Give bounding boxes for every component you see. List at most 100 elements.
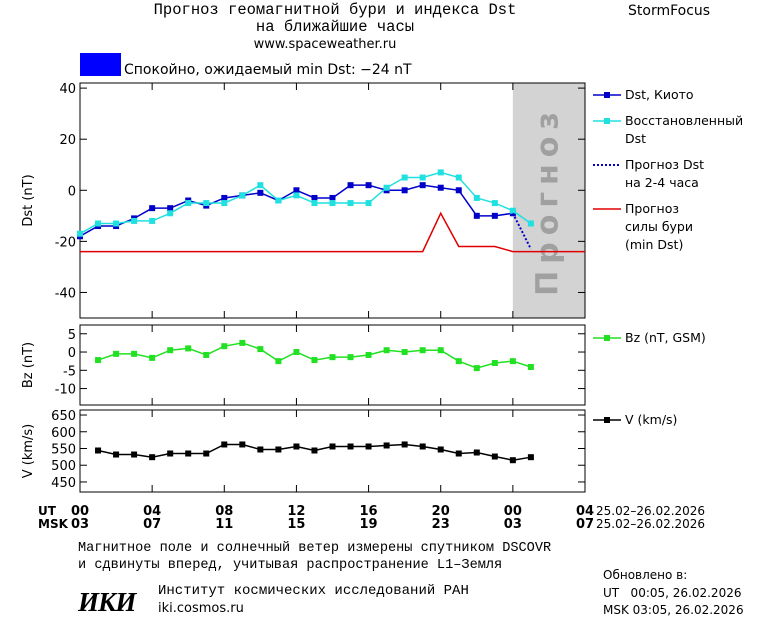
marker bbox=[491, 453, 498, 460]
marker bbox=[473, 194, 480, 201]
plot-frame bbox=[79, 409, 586, 493]
marker bbox=[365, 200, 372, 207]
x-tick-label: 20 bbox=[432, 504, 450, 519]
marker bbox=[185, 200, 192, 207]
series-line bbox=[97, 342, 532, 369]
marker bbox=[149, 217, 156, 224]
y-tick-label: 550 bbox=[51, 442, 76, 457]
date-range: 25.02–26.02.2026 bbox=[596, 504, 705, 518]
plot-frame bbox=[79, 324, 586, 406]
marker bbox=[401, 174, 408, 181]
x-tick-label-msk: 03 bbox=[71, 517, 89, 532]
marker bbox=[311, 357, 318, 364]
marker bbox=[221, 343, 228, 350]
marker bbox=[419, 347, 426, 354]
marker bbox=[347, 182, 354, 189]
y-tick-label: 500 bbox=[51, 459, 76, 474]
y-tick-label: -10 bbox=[55, 383, 76, 398]
series-line bbox=[79, 171, 532, 235]
marker bbox=[203, 200, 210, 207]
x-tick-label-msk: 19 bbox=[360, 517, 378, 532]
y-tick-label: 450 bbox=[51, 476, 76, 491]
marker bbox=[167, 347, 174, 354]
series-line bbox=[511, 212, 532, 250]
marker bbox=[239, 192, 246, 199]
status: Спокойно, ожидаемый min Dst: −24 nT bbox=[124, 62, 412, 78]
marker bbox=[455, 358, 462, 365]
x-tick-label-msk: 07 bbox=[143, 517, 161, 532]
x-tick-label: 04 bbox=[143, 504, 161, 519]
legend-label: Прогноз Dst на 2-4 часа bbox=[625, 157, 705, 190]
y-tick-label: -5 bbox=[63, 364, 76, 379]
marker bbox=[275, 197, 282, 204]
forecast-region bbox=[512, 83, 585, 318]
y-tick-label: -20 bbox=[55, 235, 76, 250]
marker bbox=[275, 358, 282, 365]
x-tick-label-msk: 07 bbox=[576, 517, 594, 532]
marker bbox=[149, 454, 156, 461]
legend-marker bbox=[604, 118, 610, 124]
marker bbox=[527, 454, 534, 461]
marker bbox=[509, 457, 516, 464]
marker bbox=[509, 207, 516, 214]
marker bbox=[437, 184, 444, 191]
marker bbox=[131, 217, 138, 224]
marker bbox=[257, 346, 264, 353]
note: Магнитное поле и солнечный ветер измерен… bbox=[78, 541, 552, 556]
updated-msk: MSK 03:05, 26.02.2026 bbox=[603, 603, 744, 617]
marker bbox=[167, 450, 174, 457]
legend-marker bbox=[604, 417, 610, 423]
y-tick-label: 20 bbox=[59, 133, 76, 148]
marker bbox=[527, 364, 534, 371]
marker bbox=[329, 194, 336, 201]
y-tick-label: -40 bbox=[55, 286, 76, 301]
marker bbox=[185, 450, 192, 457]
x-tick-label-msk: 03 bbox=[504, 517, 522, 532]
marker bbox=[293, 349, 300, 356]
x-label-msk: MSK bbox=[38, 517, 69, 531]
marker bbox=[347, 443, 354, 450]
url: www.spaceweather.ru bbox=[253, 37, 397, 52]
marker bbox=[95, 220, 102, 227]
y-label: Dst (nT) bbox=[21, 174, 36, 226]
marker bbox=[419, 443, 426, 450]
marker bbox=[491, 359, 498, 366]
marker bbox=[473, 365, 480, 372]
marker bbox=[293, 192, 300, 199]
brand: StormFocus bbox=[628, 3, 711, 19]
status-swatch bbox=[80, 53, 121, 76]
marker bbox=[257, 182, 264, 189]
marker bbox=[365, 182, 372, 189]
marker bbox=[257, 446, 264, 453]
marker bbox=[383, 442, 390, 449]
legend-marker bbox=[604, 92, 610, 98]
marker bbox=[203, 351, 210, 358]
y-tick-label: 600 bbox=[51, 426, 76, 441]
y-tick-label: 5 bbox=[68, 328, 76, 343]
legend-label: Прогноз силы бури (min Dst) bbox=[625, 201, 693, 252]
marker bbox=[329, 354, 336, 361]
marker bbox=[509, 358, 516, 365]
legend-label: Dst, Киото bbox=[625, 87, 694, 102]
marker bbox=[149, 354, 156, 361]
date-range-msk: 25.02–26.02.2026 bbox=[596, 517, 705, 531]
updated-label: Обновлено в: bbox=[603, 568, 688, 582]
marker bbox=[437, 347, 444, 354]
x-tick-label: 00 bbox=[71, 504, 89, 519]
marker bbox=[311, 200, 318, 207]
y-tick-label: 0 bbox=[68, 346, 76, 361]
site: iki.cosmos.ru bbox=[158, 601, 244, 616]
logo: ИКИ bbox=[78, 587, 136, 617]
x-tick-label-msk: 23 bbox=[432, 517, 450, 532]
marker bbox=[527, 220, 534, 227]
legend-marker bbox=[604, 335, 610, 341]
y-tick-label: 650 bbox=[51, 409, 76, 424]
marker bbox=[113, 220, 120, 227]
marker bbox=[185, 345, 192, 352]
marker bbox=[365, 351, 372, 358]
y-label: V (km/s) bbox=[21, 424, 36, 479]
marker bbox=[383, 184, 390, 191]
legend-label: Bz (nT, GSM) bbox=[625, 330, 706, 345]
